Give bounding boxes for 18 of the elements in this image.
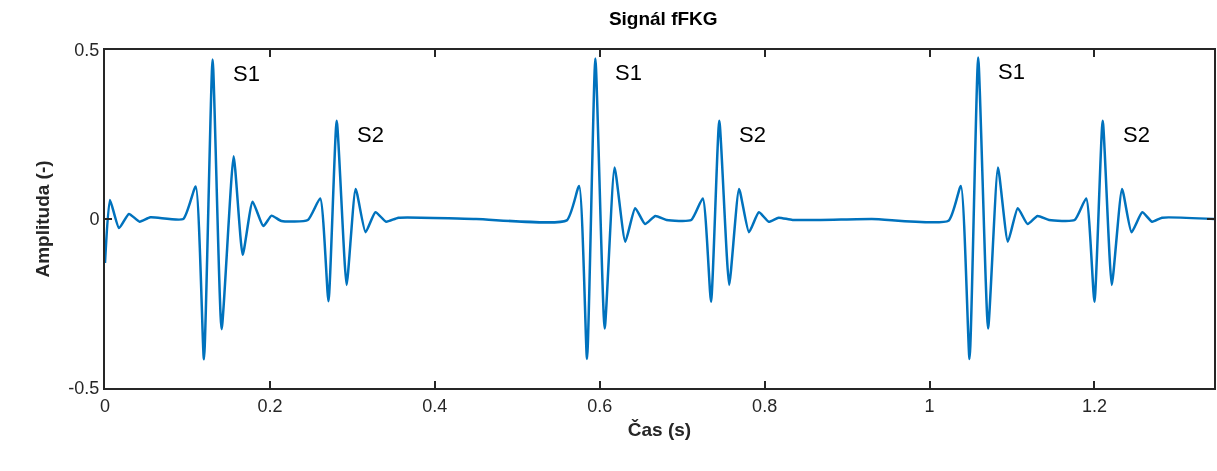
x-tick-label: 0.6 <box>587 395 613 416</box>
annotation: S1 <box>233 61 260 86</box>
x-tick-label: 0.8 <box>752 395 778 416</box>
y-tick-label: 0.5 <box>74 40 100 61</box>
x-tick-label: 1.2 <box>1081 395 1107 416</box>
annotation: S1 <box>615 60 642 85</box>
x-tick-label: 0.4 <box>422 395 448 416</box>
x-tick-label: 1 <box>924 395 935 416</box>
annotation: S2 <box>1123 122 1150 147</box>
chart-title: Signál fFKG <box>608 8 718 30</box>
annotation: S2 <box>357 122 384 147</box>
annotation: S2 <box>739 122 766 147</box>
y-axis-title: Amplituda (-) <box>31 160 53 278</box>
annotation: S1 <box>998 59 1025 84</box>
y-tick-label: 0 <box>89 209 100 230</box>
y-tick-label: -0.5 <box>68 378 100 399</box>
x-tick-label: 0.2 <box>257 395 283 416</box>
x-axis-title: Čas (s) <box>627 418 692 440</box>
